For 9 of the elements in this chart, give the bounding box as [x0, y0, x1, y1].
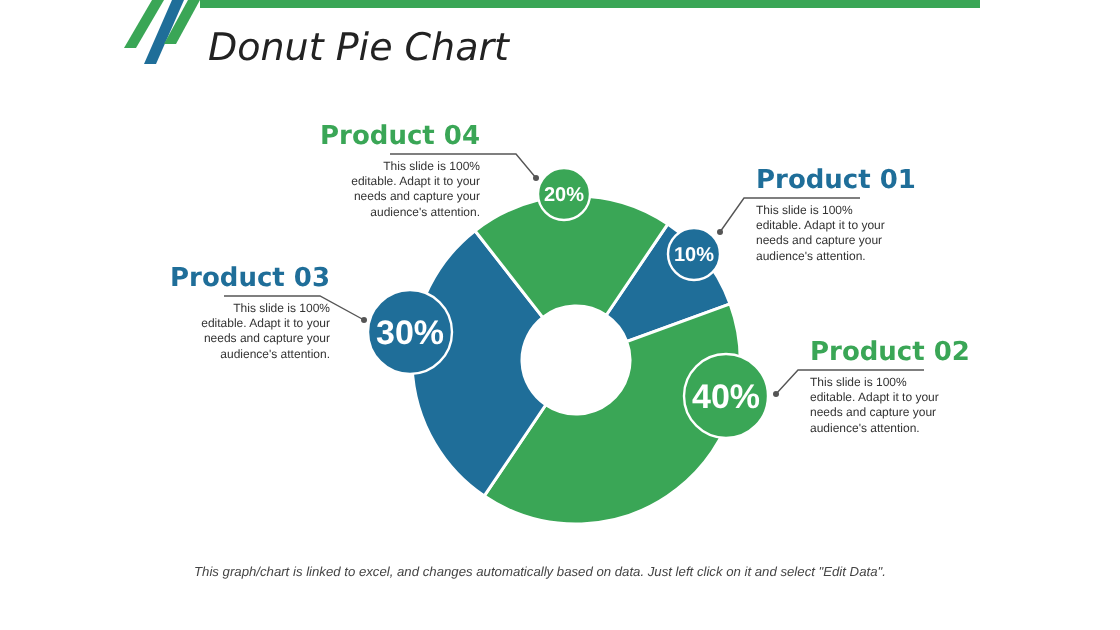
- data-label: 10%: [673, 245, 715, 267]
- slice-label: Product 02: [810, 338, 970, 368]
- data-label: 40%: [691, 377, 761, 416]
- data-label: 20%: [543, 185, 585, 207]
- chart-title: Donut Pie Chart: [208, 26, 513, 70]
- slice-label: Product 03: [170, 264, 330, 294]
- data-label: 30%: [375, 313, 445, 352]
- slice-label: Product 01: [756, 166, 916, 196]
- slice-label: Product 04: [320, 122, 480, 152]
